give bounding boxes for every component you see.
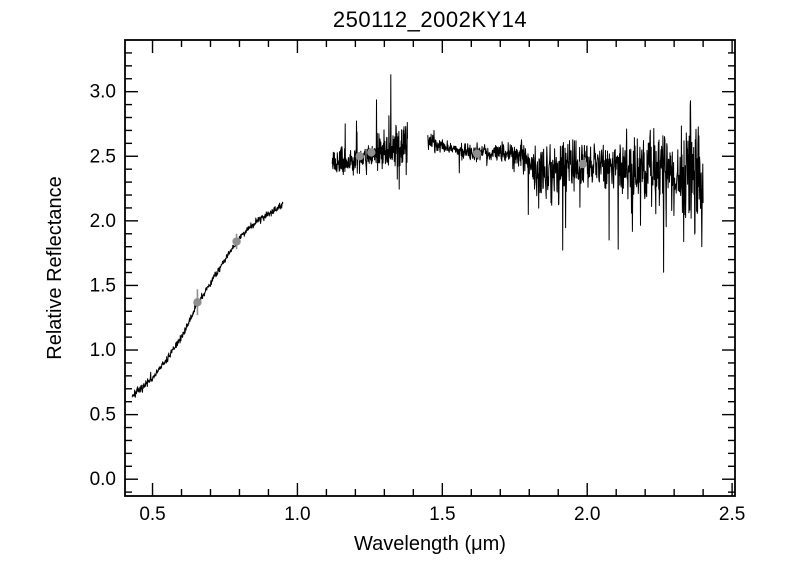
y-tick-label: 0.0 bbox=[90, 469, 116, 490]
x-axis-label: Wavelength (μm) bbox=[354, 533, 506, 555]
photometry-marker bbox=[472, 149, 482, 158]
plot-frame bbox=[124, 39, 736, 497]
x-tick-label: 2.0 bbox=[574, 504, 600, 525]
chart-title: 250112_2002KY14 bbox=[332, 7, 528, 32]
x-tick-label: 2.5 bbox=[719, 504, 745, 525]
y-tick-label: 1.0 bbox=[90, 340, 116, 361]
y-tick-label: 3.0 bbox=[90, 82, 116, 103]
spectrum-segment-HK-band bbox=[427, 100, 704, 273]
y-tick-label: 2.5 bbox=[90, 146, 116, 167]
photometry-marker bbox=[193, 298, 202, 307]
x-tick-label: 1.0 bbox=[284, 504, 310, 525]
photometry-markers bbox=[193, 148, 588, 316]
y-axis-label: Relative Reflectance bbox=[44, 176, 66, 360]
photometry-marker bbox=[578, 159, 588, 169]
photometry-marker bbox=[232, 237, 241, 246]
y-tick-label: 1.5 bbox=[90, 275, 116, 296]
axis-ticks bbox=[125, 40, 735, 496]
photometry-marker bbox=[355, 152, 364, 161]
x-tick-label: 0.5 bbox=[139, 504, 165, 525]
x-tick-label: 1.5 bbox=[429, 504, 455, 525]
spectrum-segment-J-band bbox=[331, 74, 408, 190]
y-tick-label: 2.0 bbox=[90, 211, 116, 232]
tick-labels: 0.5 1.0 1.5 2.0 2.5 0.0 0.5 1.0 1.5 2.0 2.5 3.0 bbox=[90, 82, 746, 525]
y-tick-label: 0.5 bbox=[90, 405, 116, 426]
photometry-marker bbox=[367, 148, 376, 157]
spectrum-segment-visible bbox=[131, 201, 284, 398]
